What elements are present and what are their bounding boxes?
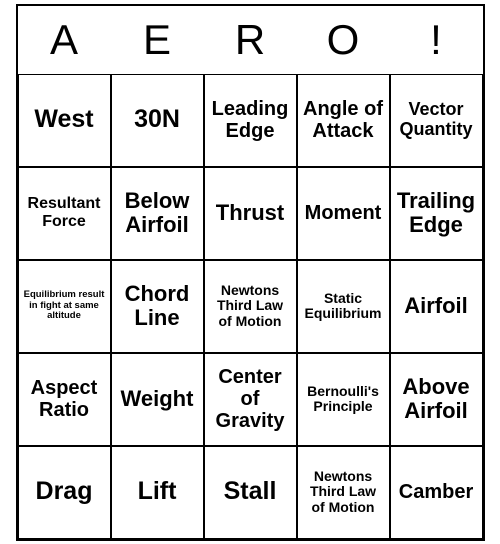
bingo-cell[interactable]: Leading Edge	[204, 74, 297, 167]
bingo-cell[interactable]: Trailing Edge	[390, 167, 483, 260]
bingo-cell[interactable]: Static Equilibrium	[297, 260, 390, 353]
bingo-cell[interactable]: Moment	[297, 167, 390, 260]
bingo-header-row: A E R O !	[18, 6, 483, 74]
bingo-row: Equilibrium result in fight at same alti…	[18, 260, 483, 353]
bingo-cell[interactable]: Lift	[111, 446, 204, 539]
header-cell-0: A	[18, 6, 111, 74]
bingo-cell[interactable]: West	[18, 74, 111, 167]
bingo-cell[interactable]: Resultant Force	[18, 167, 111, 260]
bingo-cell[interactable]: Newtons Third Law of Motion	[204, 260, 297, 353]
bingo-cell[interactable]: Above Airfoil	[390, 353, 483, 446]
header-cell-4: !	[390, 6, 483, 74]
bingo-cell[interactable]: Thrust	[204, 167, 297, 260]
bingo-cell[interactable]: Vector Quantity	[390, 74, 483, 167]
bingo-cell[interactable]: Stall	[204, 446, 297, 539]
bingo-cell[interactable]: Chord Line	[111, 260, 204, 353]
bingo-card: A E R O ! West30NLeading EdgeAngle of At…	[16, 4, 485, 541]
bingo-cell[interactable]: Below Airfoil	[111, 167, 204, 260]
bingo-row: Aspect RatioWeightCenter of GravityBerno…	[18, 353, 483, 446]
bingo-cell[interactable]: Aspect Ratio	[18, 353, 111, 446]
bingo-cell[interactable]: Bernoulli's Principle	[297, 353, 390, 446]
bingo-grid: West30NLeading EdgeAngle of AttackVector…	[18, 74, 483, 539]
bingo-cell[interactable]: Newtons Third Law of Motion	[297, 446, 390, 539]
header-cell-3: O	[297, 6, 390, 74]
header-cell-2: R	[204, 6, 297, 74]
bingo-cell[interactable]: Airfoil	[390, 260, 483, 353]
header-cell-1: E	[111, 6, 204, 74]
bingo-cell[interactable]: Weight	[111, 353, 204, 446]
bingo-cell[interactable]: Angle of Attack	[297, 74, 390, 167]
bingo-row: DragLiftStallNewtons Third Law of Motion…	[18, 446, 483, 539]
bingo-cell[interactable]: Equilibrium result in fight at same alti…	[18, 260, 111, 353]
bingo-cell[interactable]: 30N	[111, 74, 204, 167]
bingo-cell[interactable]: Drag	[18, 446, 111, 539]
bingo-cell[interactable]: Center of Gravity	[204, 353, 297, 446]
bingo-cell[interactable]: Camber	[390, 446, 483, 539]
bingo-row: Resultant ForceBelow AirfoilThrustMoment…	[18, 167, 483, 260]
bingo-row: West30NLeading EdgeAngle of AttackVector…	[18, 74, 483, 167]
